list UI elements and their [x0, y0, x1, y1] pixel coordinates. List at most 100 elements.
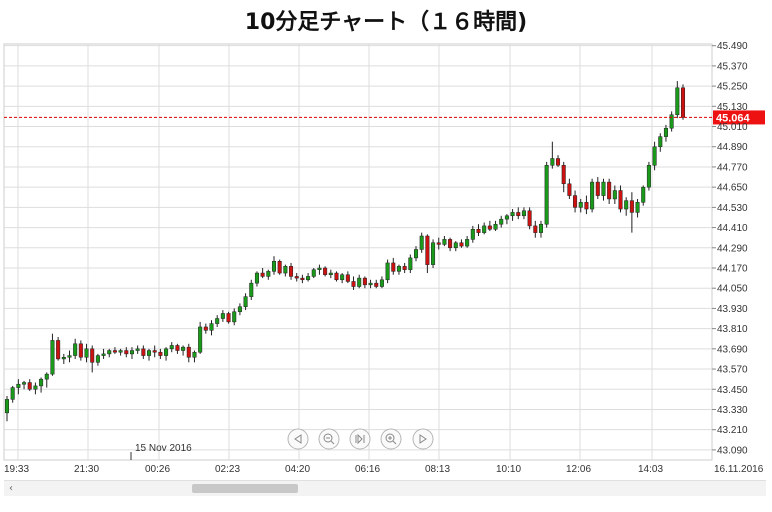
candle-body-up — [499, 218, 504, 225]
x-tick-label: 06:16 — [355, 464, 380, 475]
candle-body-up — [675, 87, 680, 115]
candle — [669, 111, 674, 132]
candle-body-up — [311, 269, 316, 277]
candle — [538, 220, 543, 238]
candle — [607, 178, 612, 204]
candle-body-up — [379, 279, 384, 287]
candle — [44, 372, 49, 388]
candle — [663, 124, 668, 142]
y-tick-label: 45.250 — [717, 82, 748, 93]
candle-body-up — [147, 350, 152, 356]
candle — [101, 348, 106, 359]
candlestick-chart[interactable]: 45.064 45.490 45.370 45.250 45.130 45.010 44.… — [0, 0, 772, 480]
candle-body-up — [504, 215, 509, 220]
candle-body-down — [124, 350, 129, 355]
candle-body-down — [294, 276, 299, 279]
zoom-out-icon[interactable] — [318, 428, 340, 450]
candle-body-up — [328, 272, 333, 275]
candle — [215, 315, 220, 327]
candle — [158, 348, 163, 359]
candle-body-up — [101, 353, 106, 356]
zoom-in-icon[interactable] — [380, 428, 402, 450]
candle-body-down — [527, 210, 532, 227]
candle — [124, 347, 129, 358]
candle — [243, 293, 248, 311]
candle-body-down — [323, 267, 328, 275]
candle-body-down — [533, 225, 538, 233]
x-tick-label: 00:26 — [145, 464, 170, 475]
candle-body-down — [487, 225, 492, 230]
candle-body-up — [39, 378, 44, 387]
scroll-right-icon[interactable] — [412, 428, 434, 450]
candle-body-down — [584, 202, 589, 210]
candle-body-down — [56, 340, 61, 360]
candle-body-down — [90, 348, 95, 363]
candle — [16, 379, 21, 395]
candle — [22, 380, 27, 390]
candle — [181, 345, 186, 356]
candle — [67, 350, 72, 363]
candle — [646, 161, 651, 191]
candle-body-down — [567, 183, 572, 196]
candle-body-up — [243, 296, 248, 307]
candle-body-down — [27, 382, 32, 390]
candle — [362, 276, 367, 289]
candle — [175, 343, 180, 354]
candle-body-up — [84, 348, 89, 358]
candle — [641, 185, 646, 206]
scroll-left-arrow-icon[interactable]: ‹ — [9, 483, 13, 494]
candle — [10, 385, 15, 403]
candle-body-down — [516, 212, 521, 217]
y-tick-label: 45.010 — [717, 122, 748, 133]
y-tick-label: 43.930 — [717, 304, 748, 315]
candle — [595, 177, 600, 199]
candle — [612, 185, 617, 204]
horizontal-scrollbar[interactable]: ‹ — [4, 480, 766, 496]
candle — [533, 220, 538, 238]
scroll-left-icon[interactable] — [287, 428, 309, 450]
candle-body-up — [419, 235, 424, 250]
candle — [396, 264, 401, 275]
candle-body-up — [357, 277, 362, 287]
candle-body-up — [107, 350, 112, 355]
candle — [601, 178, 606, 201]
candle — [487, 220, 492, 231]
candle-body-up — [470, 229, 475, 240]
candle — [226, 311, 231, 324]
y-tick-label: 43.210 — [717, 425, 748, 436]
candle-body-up — [431, 242, 436, 265]
reset-zoom-icon[interactable] — [349, 428, 371, 450]
candle — [311, 268, 316, 279]
candle-body-down — [334, 272, 339, 281]
candle-body-up — [164, 348, 169, 356]
candle — [680, 84, 686, 120]
candle — [374, 279, 379, 289]
candle — [379, 276, 384, 289]
candle-body-down — [629, 200, 634, 213]
y-tick-label: 43.810 — [717, 324, 748, 335]
candle-body-up — [169, 345, 174, 350]
date-marker-label: 15 Nov 2016 — [135, 443, 192, 454]
candle-body-down — [158, 351, 163, 356]
candle-body-up — [538, 223, 543, 233]
candle — [33, 382, 38, 395]
candle — [510, 209, 515, 221]
scrollbar-thumb[interactable] — [192, 484, 298, 493]
candle — [521, 207, 526, 220]
candle — [203, 323, 208, 334]
x-tick-label: 16.11.2016 — [714, 464, 764, 475]
candle-body-up — [198, 326, 203, 353]
candle-body-down — [436, 242, 441, 245]
candle-body-down — [448, 239, 453, 249]
candle — [436, 237, 441, 250]
candle-body-up — [95, 355, 100, 363]
candle — [470, 225, 475, 243]
candle-body-up — [669, 114, 674, 129]
candle — [527, 207, 532, 230]
x-axis: 19:33 21:30 00:26 02:23 04:20 06:16 08:13 10:10… — [4, 464, 764, 475]
candle — [328, 269, 333, 279]
candle — [448, 237, 453, 252]
y-tick-label: 45.130 — [717, 102, 748, 113]
candle-body-up — [658, 136, 663, 147]
candle-body-up — [16, 383, 21, 388]
